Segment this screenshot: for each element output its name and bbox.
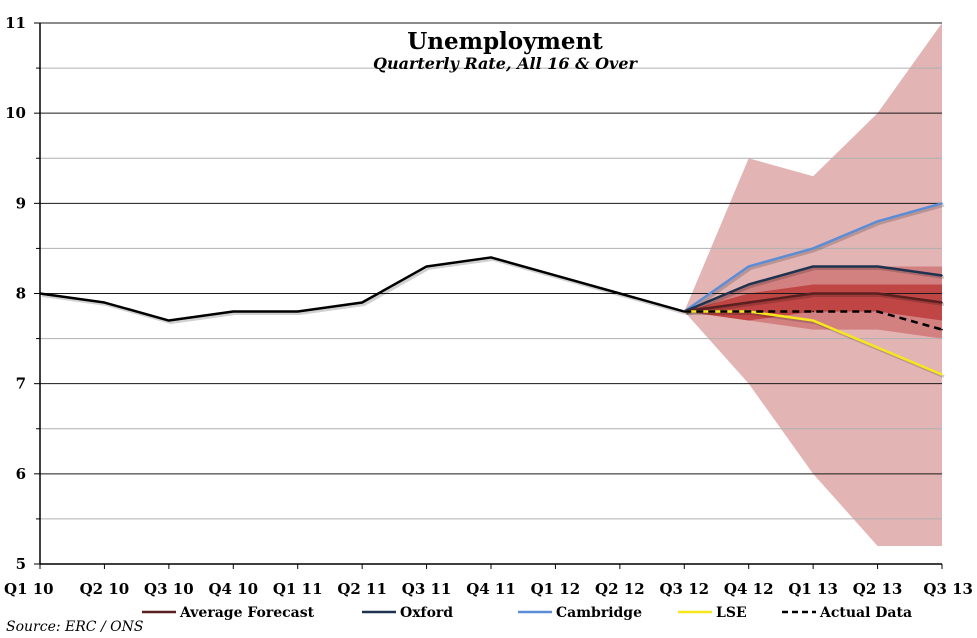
legend-label: Average Forecast <box>179 605 315 621</box>
series-line-actual-data <box>684 310 943 331</box>
data-point-actual-data <box>683 310 686 313</box>
legend-label: Oxford <box>400 605 453 621</box>
x-tick-label: Q2 11 <box>337 580 387 598</box>
chart-subtitle: Quarterly Rate, All 16 & Over <box>373 54 637 73</box>
legend-label: Actual Data <box>819 605 912 621</box>
data-point-cambridge <box>747 265 750 268</box>
y-tick-label: 11 <box>5 14 26 32</box>
data-point-historical <box>361 301 363 304</box>
x-tick-label: Q1 13 <box>788 580 838 598</box>
x-tick-label: Q4 11 <box>466 580 516 598</box>
x-tick-label: Q2 10 <box>80 580 130 598</box>
data-point-oxford <box>941 274 943 277</box>
x-tick-label: Q1 10 <box>4 580 54 598</box>
x-tick-labels: Q1 10 Q2 10 Q3 10 Q4 10 Q1 11 Q2 11 Q3 11 Q4 11… <box>4 580 973 598</box>
data-point-historical <box>39 292 41 295</box>
series-shadow <box>685 203 945 315</box>
series-cambridge <box>683 202 945 315</box>
data-point-historical <box>554 274 557 277</box>
data-point-oxford <box>812 265 814 268</box>
data-point-lse <box>876 346 879 349</box>
x-tick-label: Q3 11 <box>402 580 452 598</box>
series-lines <box>39 202 945 379</box>
x-tick-label: Q3 10 <box>144 580 194 598</box>
x-tick-label: Q1 11 <box>273 580 323 598</box>
legend-item-average-forecast: Average Forecast <box>142 605 315 621</box>
x-tick-label: Q3 12 <box>659 580 709 598</box>
y-tick-label: 7 <box>16 375 26 393</box>
data-point-oxford <box>747 283 750 286</box>
data-point-actual-data <box>941 328 943 331</box>
y-tick-labels: 5 6 7 8 9 10 11 <box>5 14 26 573</box>
data-point-historical <box>168 319 170 322</box>
y-tick-label: 6 <box>16 465 26 483</box>
data-point-historical <box>103 301 106 304</box>
y-tick-label: 10 <box>5 104 26 122</box>
data-point-historical <box>296 310 299 313</box>
data-point-historical <box>619 292 621 295</box>
data-point-historical <box>425 265 428 268</box>
y-tick-label: 5 <box>16 555 26 573</box>
data-point-average-forecast <box>812 292 814 295</box>
data-point-lse <box>812 319 814 322</box>
series-line-historical <box>39 256 685 322</box>
y-tick-label: 9 <box>16 194 26 212</box>
x-tick-label: Q2 12 <box>595 580 645 598</box>
data-point-lse <box>941 373 943 376</box>
data-point-cambridge <box>941 202 943 205</box>
legend-item-actual-data: Actual Data <box>782 605 912 621</box>
x-tick-label: Q1 12 <box>531 580 581 598</box>
series-average-forecast <box>683 292 945 316</box>
data-point-actual-data <box>812 310 814 313</box>
data-point-average-forecast <box>876 292 879 295</box>
x-tick-label: Q4 10 <box>208 580 258 598</box>
data-point-actual-data <box>876 310 879 313</box>
legend: Average Forecast Oxford Cambridge LSE Actual… <box>142 605 912 621</box>
series-actual-data <box>683 310 943 331</box>
legend-item-lse: LSE <box>678 605 747 621</box>
data-point-actual-data <box>747 310 750 313</box>
series-shadow <box>686 294 945 316</box>
data-point-average-forecast <box>941 301 943 304</box>
y-tick-label: 8 <box>16 285 26 303</box>
data-point-cambridge <box>876 220 879 223</box>
x-tick-label: Q3 13 <box>923 580 973 598</box>
series-oxford <box>683 265 945 315</box>
source-note: Source: ERC / ONS <box>6 619 144 635</box>
data-point-historical <box>490 256 492 259</box>
series-historical <box>39 256 687 325</box>
data-point-historical <box>232 310 235 313</box>
gridlines <box>40 22 942 520</box>
legend-label: LSE <box>716 605 747 621</box>
chart-title: Unemployment <box>407 28 603 55</box>
x-tick-label: Q4 12 <box>724 580 774 598</box>
legend-item-oxford: Oxford <box>362 605 453 621</box>
legend-label: Cambridge <box>556 605 642 621</box>
data-point-oxford <box>876 265 879 268</box>
x-tick-label: Q2 13 <box>853 580 903 598</box>
data-point-cambridge <box>812 247 814 250</box>
data-point-average-forecast <box>747 301 750 304</box>
series-shadow <box>685 266 945 315</box>
legend-item-cambridge: Cambridge <box>518 605 642 621</box>
series-shadow <box>41 257 687 325</box>
